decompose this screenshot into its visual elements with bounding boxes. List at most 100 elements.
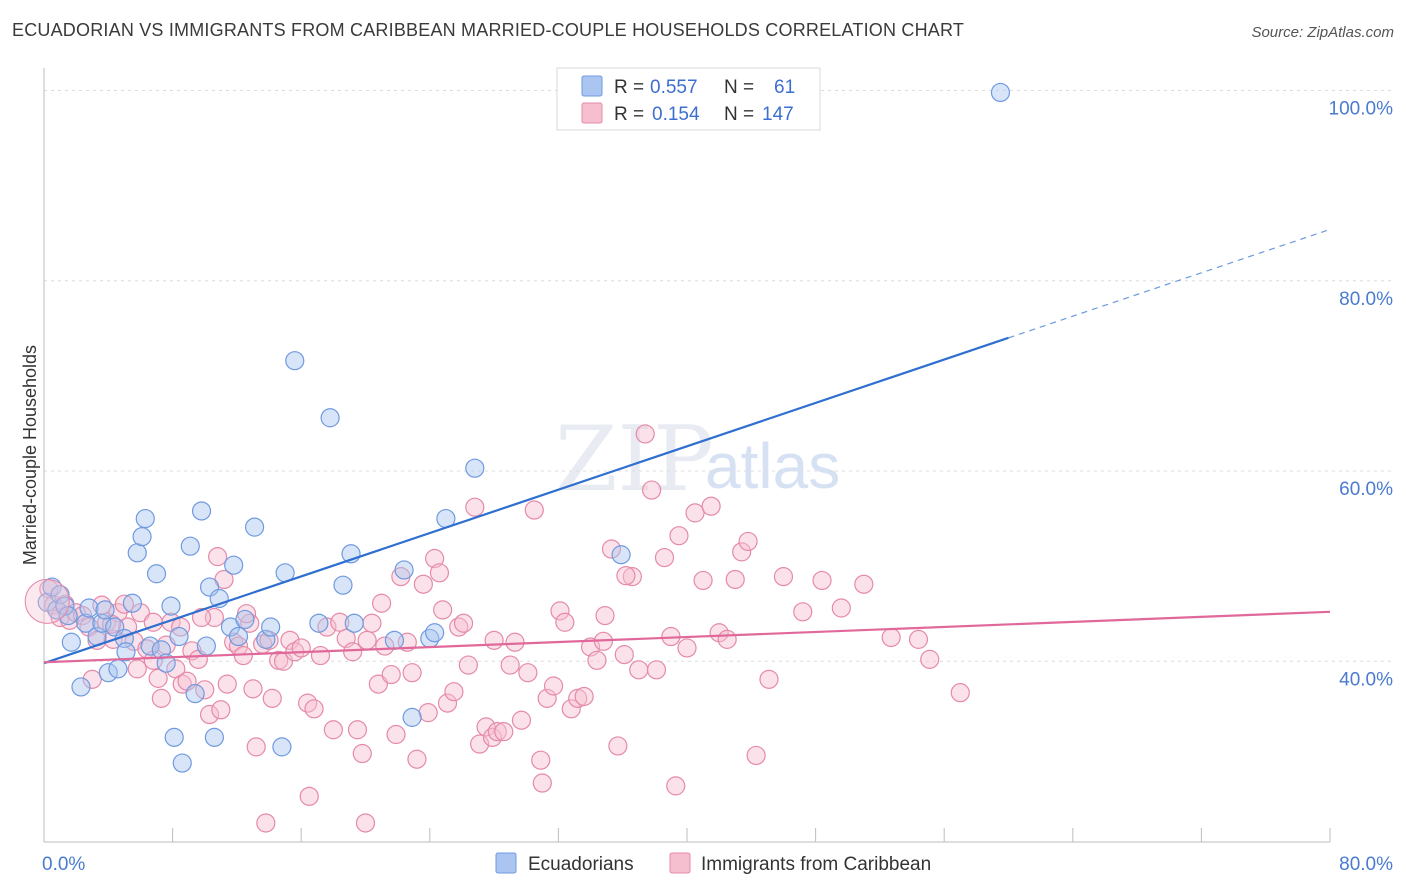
caribbean-point — [151, 688, 171, 708]
ecuadorians-trend-line — [43, 336, 1009, 665]
caribbean-point — [381, 664, 401, 685]
caribbean-point-large — [24, 578, 70, 624]
ecuadorians-point — [333, 575, 353, 595]
caribbean-point — [505, 632, 525, 652]
correlation-legend: R = 0.557 N = 61 R = 0.154 N = 147 — [556, 67, 821, 131]
caribbean-point — [524, 500, 544, 520]
caribbean-point — [587, 650, 607, 670]
caribbean-point — [195, 680, 215, 700]
ecuadorians-point — [320, 408, 340, 428]
ecuadorians-point — [50, 585, 70, 605]
ecuadorians-point — [98, 663, 118, 683]
caribbean-point — [371, 593, 392, 613]
caribbean-point — [476, 717, 496, 737]
caribbean-point — [352, 743, 372, 764]
legend-label-caribbean: Immigrants from Caribbean — [701, 854, 931, 875]
caribbean-point — [920, 649, 940, 669]
watermark-atlas: atlas — [705, 430, 840, 502]
caribbean-point — [355, 813, 376, 833]
legend-n-label-0: N = — [724, 77, 754, 98]
caribbean-point — [343, 642, 363, 662]
legend-swatch-ecuadorians — [581, 75, 603, 97]
axes — [43, 68, 1331, 843]
ecuadorians-point — [285, 351, 305, 371]
caribbean-point — [908, 629, 929, 649]
caribbean-point — [347, 720, 368, 740]
ecuadorians-point — [272, 737, 292, 757]
ecuadorians-point — [191, 501, 212, 521]
ecuadorians-point — [465, 458, 485, 478]
ecuadorians-point — [235, 609, 255, 630]
caribbean-point — [437, 693, 458, 713]
caribbean-point — [543, 676, 564, 696]
caribbean-point — [246, 737, 266, 757]
caribbean-trend-line — [43, 610, 1331, 664]
caribbean-point — [709, 623, 729, 643]
caribbean-point — [114, 594, 134, 614]
caribbean-point — [323, 720, 343, 740]
caribbean-point — [413, 574, 433, 594]
legend-n-value-0: 61 — [774, 77, 795, 98]
caribbean-point — [646, 660, 667, 680]
caribbean-point — [191, 607, 212, 628]
ecuadorians-point — [169, 626, 189, 647]
ecuadorians-point — [256, 629, 276, 649]
caribbean-point — [402, 663, 422, 683]
ecuadorians-point — [990, 82, 1011, 103]
caribbean-point — [243, 679, 263, 699]
ecuadorians-point — [42, 577, 62, 597]
ecuadorians-point — [164, 727, 184, 747]
caribbean-point — [484, 630, 504, 650]
caribbean-point — [494, 722, 514, 742]
caribbean-point — [375, 636, 395, 656]
ecuadorians-point — [394, 560, 414, 580]
ecuadorians-point — [180, 536, 200, 556]
ecuadorians-point — [135, 508, 155, 529]
caribbean-point — [738, 531, 758, 552]
ecuadorians-point — [196, 636, 216, 656]
caribbean-point — [256, 813, 276, 833]
caribbean-point — [759, 669, 779, 689]
caribbean-point — [487, 722, 507, 742]
ecuadorians-point — [76, 613, 96, 633]
legend-r-value-1: 0.154 — [652, 104, 700, 125]
ecuadorians-point — [344, 613, 364, 633]
legend-r-label-0: R = — [614, 77, 644, 98]
legend-r-value-0: 0.557 — [650, 77, 698, 98]
caribbean-point — [574, 686, 594, 707]
caribbean-point — [429, 563, 450, 583]
ecuadorians-point — [402, 707, 422, 727]
caribbean-point — [654, 547, 675, 568]
x-tick-label: 80.0% — [1339, 854, 1393, 875]
caribbean-point — [211, 700, 231, 720]
trend-lines — [43, 228, 1331, 665]
gridlines — [44, 90, 1392, 662]
ecuadorians-point — [224, 555, 244, 575]
series-legend: Ecuadorians Immigrants from Caribbean — [495, 852, 931, 875]
y-tick-label: 60.0% — [1339, 479, 1393, 500]
watermark-zip: ZIP — [555, 407, 714, 512]
caribbean-point — [773, 567, 794, 587]
caribbean-point — [629, 660, 649, 680]
ecuadorians-point — [384, 630, 405, 650]
ecuadorians-point — [185, 684, 205, 704]
caribbean-point — [793, 602, 813, 622]
ecuadorians-point — [61, 632, 81, 652]
caribbean-point — [746, 745, 766, 766]
caribbean-point — [732, 542, 752, 562]
caribbean-point — [458, 655, 478, 675]
caribbean-point — [518, 663, 538, 683]
caribbean-point — [280, 630, 300, 650]
caribbean-point — [550, 601, 570, 621]
caribbean-point — [616, 566, 636, 586]
caribbean-point — [622, 567, 642, 587]
source-label: Source: ZipAtlas.com — [1251, 24, 1394, 41]
ecuadorians-point — [228, 626, 249, 647]
caribbean-point — [685, 503, 705, 523]
caribbean-point — [291, 638, 311, 658]
ecuadorians-point — [71, 677, 91, 697]
ecuadorians-point — [204, 727, 224, 747]
ecuadorians-point — [122, 593, 143, 613]
caribbean-point — [310, 645, 331, 666]
caribbean-point — [418, 703, 438, 723]
